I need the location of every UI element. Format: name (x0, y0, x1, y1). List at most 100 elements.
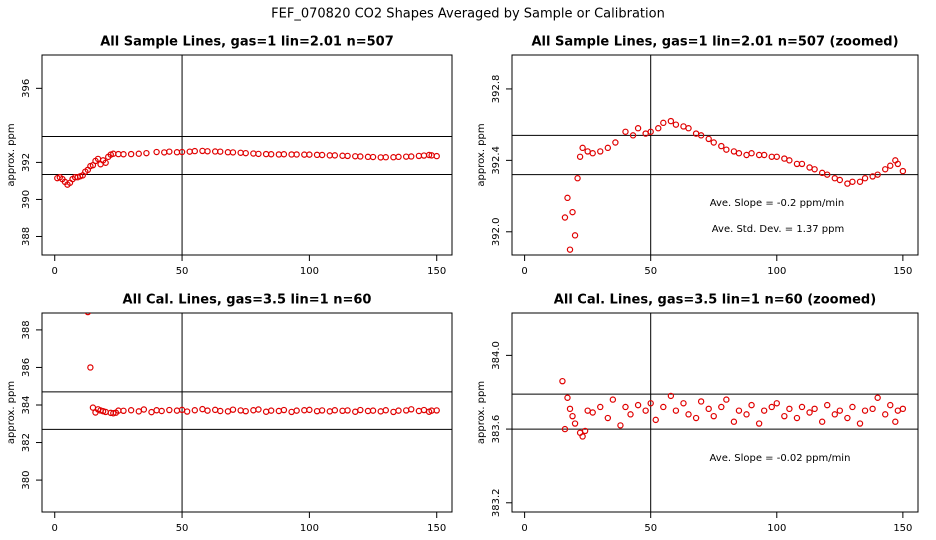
point (597, 148, 604, 155)
point (369, 407, 377, 414)
point (730, 418, 738, 425)
point (369, 153, 377, 161)
point (629, 132, 637, 139)
point (564, 194, 571, 202)
point (571, 232, 579, 239)
y-tick-label: 388 (21, 320, 32, 339)
point (748, 401, 755, 409)
point (306, 151, 313, 158)
point (559, 377, 566, 385)
point (667, 392, 675, 400)
point (806, 409, 813, 416)
y-tick-label: 383.2 (491, 488, 502, 517)
x-tick-label: 100 (767, 523, 786, 534)
point (191, 147, 198, 155)
y-tick-label: 384 (21, 395, 32, 414)
point (293, 151, 300, 158)
plot-area (512, 55, 918, 255)
point (574, 175, 581, 182)
point (844, 414, 851, 422)
point (824, 401, 831, 409)
point (861, 175, 869, 182)
point (899, 167, 907, 175)
plot-frame (41, 312, 453, 513)
x-tick-label: 100 (300, 523, 319, 534)
point (861, 407, 869, 414)
point (887, 162, 894, 169)
y-axis-label: approx. ppm (476, 381, 487, 444)
point (836, 407, 844, 414)
panel-title: All Sample Lines, gas=1 lin=2.01 n=507 (… (531, 35, 898, 50)
point (882, 166, 889, 173)
point (158, 407, 165, 415)
point (204, 407, 211, 414)
point (856, 420, 864, 427)
point (408, 153, 415, 160)
point (660, 403, 667, 411)
x-tick-label: 150 (893, 523, 912, 534)
y-tick-label: 384.0 (491, 341, 502, 370)
point (191, 407, 198, 414)
point (667, 117, 675, 125)
y-tick-label: 396 (21, 79, 32, 98)
point (102, 159, 109, 166)
plot-area (42, 313, 452, 512)
point (735, 150, 743, 157)
point (135, 150, 142, 157)
point (773, 153, 780, 160)
y-tick-label: 392 (21, 153, 32, 172)
point (576, 153, 584, 160)
point (697, 132, 705, 139)
point (581, 427, 589, 435)
point (705, 135, 712, 143)
y-tick-label: 382 (21, 433, 32, 452)
annotation: Ave. Slope = -0.02 ppm/min (710, 453, 851, 464)
point (229, 406, 237, 413)
plot-frame (41, 54, 453, 256)
point (692, 414, 700, 422)
point (589, 150, 596, 157)
point (331, 407, 339, 414)
point (143, 149, 150, 157)
point (735, 407, 743, 414)
point (110, 410, 117, 417)
x-tick-label: 0 (52, 266, 58, 277)
point (874, 171, 881, 178)
point (217, 407, 224, 415)
point (120, 407, 127, 415)
point (836, 176, 844, 184)
point (705, 405, 712, 413)
point (183, 408, 191, 415)
y-tick-label: 392.4 (491, 146, 502, 175)
x-tick-label: 0 (52, 523, 58, 534)
point (723, 146, 730, 153)
point (882, 411, 889, 418)
panel-title: All Cal. Lines, gas=3.5 lin=1 n=60 (123, 293, 372, 308)
point (166, 406, 173, 414)
point (204, 148, 211, 155)
point (743, 411, 750, 418)
point (331, 152, 339, 159)
point (786, 157, 793, 164)
point (561, 425, 569, 433)
y-tick-label: 390 (21, 190, 32, 209)
point (755, 420, 763, 427)
point (609, 396, 617, 403)
point (127, 407, 135, 414)
point (612, 139, 619, 146)
point (768, 403, 775, 411)
point (357, 406, 364, 414)
point (856, 178, 864, 185)
point (569, 412, 576, 420)
point (267, 407, 275, 414)
point (685, 411, 692, 418)
point (589, 409, 596, 416)
point (280, 151, 288, 158)
point (84, 313, 91, 316)
point (433, 152, 440, 160)
point (680, 400, 687, 407)
point (622, 403, 629, 411)
page-title: FEF_070820 CO2 Shapes Averaged by Sample… (271, 7, 665, 22)
